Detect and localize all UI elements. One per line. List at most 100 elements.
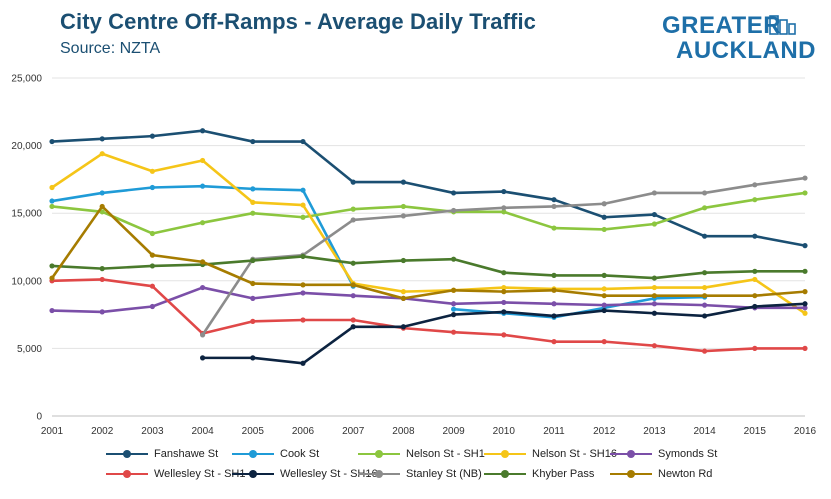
data-point-symonds-st [49, 307, 55, 314]
series-line-nelson-st-sh16 [50, 152, 807, 315]
data-point-newton-rd [501, 289, 507, 295]
data-point-symonds-st [802, 305, 808, 311]
data-point-wellesley-st-sh16 [501, 309, 507, 315]
data-point-wellesley-st-sh16 [451, 312, 457, 318]
legend-item-khyber-pass: Khyber Pass [484, 467, 594, 481]
legend-label: Cook St [280, 448, 320, 460]
chart-subtitle: Source: NZTA [60, 40, 161, 57]
data-point-nelson-st-sh16 [99, 151, 105, 157]
data-point-khyber-pass [702, 270, 708, 276]
data-point-wellesley-st-sh1 [501, 332, 507, 338]
legend-swatch [484, 448, 526, 460]
legend-label: Stanley St (NB) [406, 468, 482, 480]
data-point-wellesley-st-sh1 [702, 348, 708, 354]
data-point-stanley-st-nb [651, 190, 658, 196]
data-point-stanley-st-nb [200, 332, 206, 338]
data-point-newton-rd [350, 282, 356, 288]
data-point-wellesley-st-sh1 [802, 345, 808, 351]
legend-swatch [610, 468, 652, 480]
data-point-nelson-st-sh1 [501, 209, 507, 215]
legend-label: Khyber Pass [532, 468, 595, 480]
series-line-fanshawe-st [50, 129, 807, 247]
x-tick-label: 2016 [794, 426, 817, 437]
data-point-khyber-pass [752, 268, 758, 274]
data-point-wellesley-st-sh16 [802, 301, 808, 307]
data-point-cook-st [49, 198, 55, 204]
data-point-khyber-pass [601, 272, 607, 278]
legend-swatch [232, 468, 274, 480]
data-point-wellesley-st-sh16 [250, 355, 256, 361]
x-tick-label: 2005 [242, 426, 265, 437]
data-point-nelson-st-sh16 [501, 284, 507, 291]
data-point-cook-st [300, 187, 306, 193]
data-point-newton-rd [702, 293, 708, 299]
data-point-khyber-pass [802, 268, 808, 274]
data-point-stanley-st-nb [451, 207, 457, 214]
legend-item-nelson-st-sh1: Nelson St - SH1 [358, 447, 485, 461]
data-point-nelson-st-sh1 [250, 210, 256, 216]
data-point-nelson-st-sh16 [200, 157, 206, 164]
data-point-symonds-st [451, 301, 457, 307]
data-point-nelson-st-sh1 [200, 220, 206, 226]
legend-label: Nelson St - SH16 [532, 448, 617, 460]
data-point-fanshawe-st [200, 128, 206, 134]
data-point-newton-rd [651, 293, 658, 299]
legend-item-nelson-st-sh16: Nelson St - SH16 [484, 447, 617, 461]
legend-item-wellesley-st-sh1: Wellesley St - SH1 [106, 467, 246, 481]
x-tick-label: 2013 [643, 426, 666, 437]
y-tick-label: 0 [36, 412, 42, 423]
data-point-symonds-st [149, 303, 155, 310]
data-point-nelson-st-sh16 [49, 184, 55, 191]
data-point-nelson-st-sh1 [350, 206, 356, 212]
data-point-fanshawe-st [250, 138, 256, 145]
skyline-icon [769, 15, 796, 35]
data-point-nelson-st-sh16 [702, 284, 708, 291]
data-point-wellesley-st-sh16 [651, 310, 658, 316]
data-point-wellesley-st-sh16 [200, 355, 206, 361]
legend-swatch [232, 448, 274, 460]
legend-swatch [610, 448, 652, 460]
data-point-fanshawe-st [451, 190, 457, 196]
y-tick-label: 5,000 [17, 344, 42, 355]
data-point-khyber-pass [400, 257, 406, 264]
series-line-wellesley-st-sh1 [50, 278, 807, 353]
data-point-khyber-pass [250, 257, 256, 264]
legend-label: Symonds St [658, 448, 718, 460]
data-point-symonds-st [551, 301, 557, 307]
legend-swatch [358, 448, 400, 460]
data-point-fanshawe-st [149, 133, 155, 139]
series-line-khyber-pass [50, 255, 807, 280]
x-tick-label: 2007 [342, 426, 365, 437]
data-point-wellesley-st-sh1 [651, 343, 658, 349]
data-point-symonds-st [300, 290, 306, 296]
series-line-cook-st [50, 184, 355, 288]
greater-auckland-logo: GREATER AUCKLAND [660, 12, 820, 68]
data-point-khyber-pass [451, 256, 457, 262]
data-point-wellesley-st-sh16 [601, 307, 607, 314]
data-point-cook-st [99, 190, 105, 196]
logo-line-1: GREATER [662, 12, 782, 39]
data-point-nelson-st-sh16 [752, 276, 758, 283]
x-tick-label: 2012 [593, 426, 616, 437]
data-point-nelson-st-sh1 [551, 225, 557, 231]
data-point-wellesley-st-sh1 [300, 317, 306, 323]
data-point-symonds-st [350, 293, 356, 299]
legend-swatch [106, 448, 148, 460]
data-point-cook-st [250, 186, 256, 192]
data-point-nelson-st-sh16 [802, 310, 808, 316]
series-line-newton-rd [50, 205, 807, 300]
data-point-stanley-st-nb [702, 190, 708, 196]
data-point-stanley-st-nb [400, 213, 406, 219]
y-tick-label: 15,000 [11, 209, 42, 220]
legend-swatch [358, 468, 400, 480]
legend-item-fanshawe-st: Fanshawe St [106, 447, 218, 461]
data-point-wellesley-st-sh1 [601, 339, 607, 345]
x-tick-label: 2006 [292, 426, 315, 437]
data-point-wellesley-st-sh1 [451, 329, 457, 335]
data-point-fanshawe-st [350, 179, 356, 185]
data-point-khyber-pass [350, 260, 356, 266]
data-point-nelson-st-sh16 [651, 284, 658, 291]
data-point-newton-rd [451, 287, 457, 293]
data-point-symonds-st [200, 284, 206, 291]
x-tick-label: 2009 [442, 426, 465, 437]
